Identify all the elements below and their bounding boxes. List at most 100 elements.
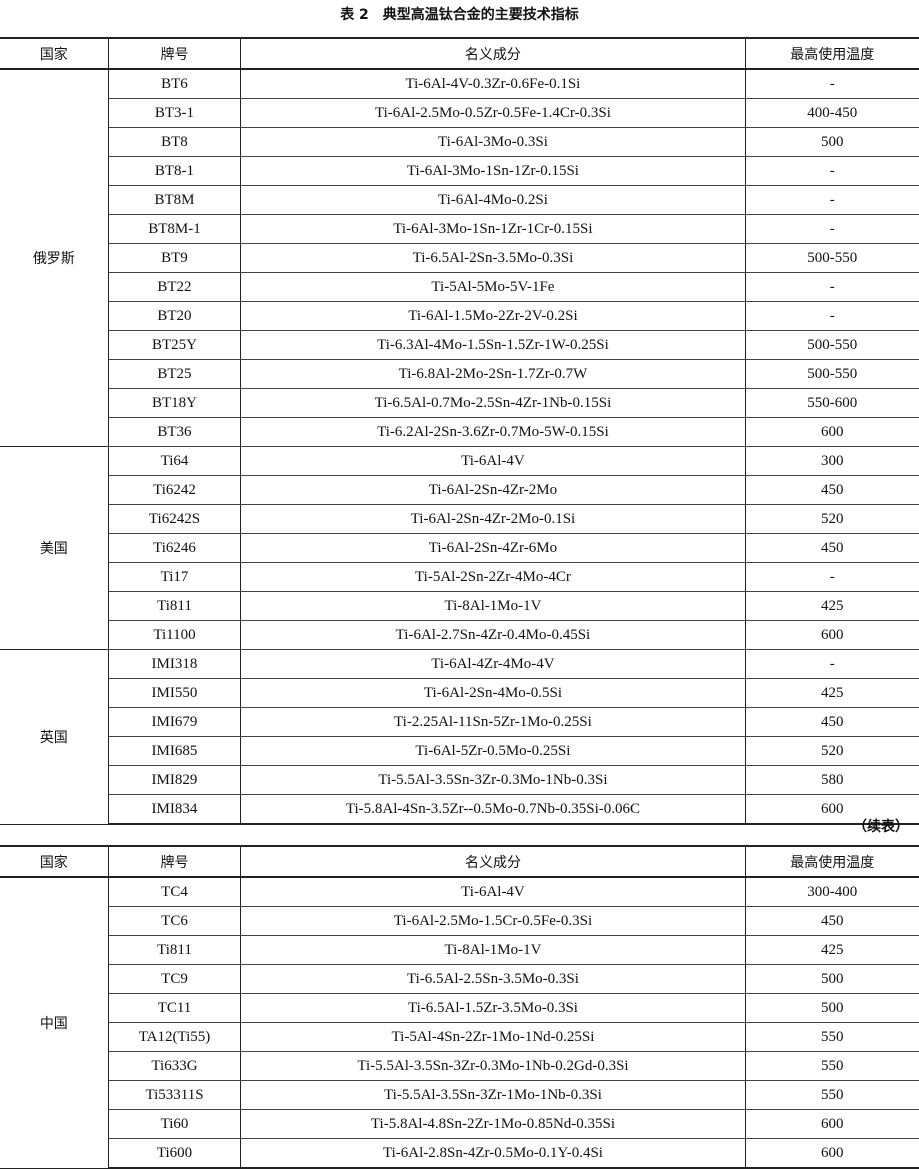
table-row: Ti811 Ti-8Al-1Mo-1V 425 xyxy=(0,591,919,621)
grade-cell: Ti17 xyxy=(108,562,242,592)
composition-cell: Ti-6Al-3Mo-0.3Si xyxy=(240,127,746,157)
header-grade: 牌号 xyxy=(108,846,242,878)
table-row: IMI685 Ti-6Al-5Zr-0.5Mo-0.25Si 520 xyxy=(0,736,919,766)
max-temp-cell: 500 xyxy=(745,993,919,1023)
composition-cell: Ti-6Al-4V xyxy=(240,877,746,907)
table-row: Ti6242 Ti-6Al-2Sn-4Zr-2Mo 450 xyxy=(0,475,919,505)
header-country: 国家 xyxy=(0,38,109,70)
composition-cell: Ti-6Al-3Mo-1Sn-1Zr-1Cr-0.15Si xyxy=(240,214,746,244)
max-temp-cell: 500-550 xyxy=(745,330,919,360)
composition-cell: Ti-5Al-5Mo-5V-1Fe xyxy=(240,272,746,302)
grade-cell: Ti6242 xyxy=(108,475,242,505)
table-row: BT22 Ti-5Al-5Mo-5V-1Fe - xyxy=(0,272,919,302)
composition-cell: Ti-6Al-2.8Sn-4Zr-0.5Mo-0.1Y-0.4Si xyxy=(240,1138,746,1169)
max-temp-cell: 450 xyxy=(745,707,919,737)
table-row: IMI550 Ti-6Al-2Sn-4Mo-0.5Si 425 xyxy=(0,678,919,708)
max-temp-cell: 600 xyxy=(745,1138,919,1169)
table-title: 表 2 典型高温钛合金的主要技术指标 xyxy=(340,7,579,23)
table-row: Ti811 Ti-8Al-1Mo-1V 425 xyxy=(0,935,919,965)
header-max-temp: 最高使用温度 xyxy=(745,38,919,70)
grade-cell: BT9 xyxy=(108,243,242,273)
composition-cell: Ti-6.2Al-2Sn-3.6Zr-0.7Mo-5W-0.15Si xyxy=(240,417,746,447)
max-temp-cell: - xyxy=(745,185,919,215)
grade-cell: IMI318 xyxy=(108,649,242,679)
grade-cell: IMI679 xyxy=(108,707,242,737)
grade-cell: Ti633G xyxy=(108,1051,242,1081)
table-row: BT8-1 Ti-6Al-3Mo-1Sn-1Zr-0.15Si - xyxy=(0,156,919,186)
grade-cell: BT8 xyxy=(108,127,242,157)
composition-cell: Ti-8Al-1Mo-1V xyxy=(240,591,746,621)
composition-cell: Ti-6Al-4V-0.3Zr-0.6Fe-0.1Si xyxy=(240,69,746,99)
max-temp-cell: 500-550 xyxy=(745,243,919,273)
composition-cell: Ti-6.3Al-4Mo-1.5Sn-1.5Zr-1W-0.25Si xyxy=(240,330,746,360)
table-row: 俄罗斯 BT6 Ti-6Al-4V-0.3Zr-0.6Fe-0.1Si - xyxy=(0,69,919,447)
composition-cell: Ti-5.5Al-3.5Sn-3Zr-0.3Mo-1Nb-0.3Si xyxy=(240,765,746,795)
grade-cell: TA12(Ti55) xyxy=(108,1022,242,1052)
max-temp-cell: - xyxy=(745,69,919,99)
grade-cell: Ti6246 xyxy=(108,533,242,563)
max-temp-cell: 450 xyxy=(745,475,919,505)
grade-cell: IMI829 xyxy=(108,765,242,795)
grade-cell: IMI834 xyxy=(108,794,242,825)
table-row: Ti1100 Ti-6Al-2.7Sn-4Zr-0.4Mo-0.45Si 600 xyxy=(0,620,919,650)
composition-cell: Ti-6Al-2.5Mo-0.5Zr-0.5Fe-1.4Cr-0.3Si xyxy=(240,98,746,128)
header-composition: 名义成分 xyxy=(240,38,746,70)
composition-cell: Ti-5.8Al-4Sn-3.5Zr--0.5Mo-0.7Nb-0.35Si-0… xyxy=(240,794,746,825)
table-row: 英国 IMI318 Ti-6Al-4Zr-4Mo-4V - xyxy=(0,649,919,825)
max-temp-cell: 300 xyxy=(745,446,919,476)
grade-cell: IMI550 xyxy=(108,678,242,708)
grade-cell: Ti811 xyxy=(108,935,242,965)
max-temp-cell: 500 xyxy=(745,964,919,994)
composition-cell: Ti-6Al-2.7Sn-4Zr-0.4Mo-0.45Si xyxy=(240,620,746,650)
table-row: TC9 Ti-6.5Al-2.5Sn-3.5Mo-0.3Si 500 xyxy=(0,964,919,994)
grade-cell: BT18Y xyxy=(108,388,242,418)
max-temp-cell: 425 xyxy=(745,591,919,621)
grade-cell: BT8-1 xyxy=(108,156,242,186)
grade-cell: TC4 xyxy=(108,877,242,907)
header-row: 国家 牌号 名义成分 最高使用温度 xyxy=(0,846,919,878)
table-row: Ti60 Ti-5.8Al-4.8Sn-2Zr-1Mo-0.85Nd-0.35Si… xyxy=(0,1109,919,1139)
table-row: Ti633G Ti-5.5Al-3.5Sn-3Zr-0.3Mo-1Nb-0.2Gd… xyxy=(0,1051,919,1081)
composition-cell: Ti-8Al-1Mo-1V xyxy=(240,935,746,965)
table-row: Ti53311S Ti-5.5Al-3.5Sn-3Zr-1Mo-1Nb-0.3Si… xyxy=(0,1080,919,1110)
composition-cell: Ti-6Al-2Sn-4Mo-0.5Si xyxy=(240,678,746,708)
max-temp-cell: - xyxy=(745,562,919,592)
composition-cell: Ti-6Al-2Sn-4Zr-2Mo xyxy=(240,475,746,505)
table-row: IMI829 Ti-5.5Al-3.5Sn-3Zr-0.3Mo-1Nb-0.3Si… xyxy=(0,765,919,795)
composition-cell: Ti-6Al-5Zr-0.5Mo-0.25Si xyxy=(240,736,746,766)
max-temp-cell: - xyxy=(745,156,919,186)
composition-cell: Ti-5.5Al-3.5Sn-3Zr-0.3Mo-1Nb-0.2Gd-0.3Si xyxy=(240,1051,746,1081)
max-temp-cell: 550-600 xyxy=(745,388,919,418)
table-row: 中国 TC4 Ti-6Al-4V 300-400 xyxy=(0,877,919,1169)
table-row: Ti17 Ti-5Al-2Sn-2Zr-4Mo-4Cr - xyxy=(0,562,919,592)
composition-cell: Ti-2.25Al-11Sn-5Zr-1Mo-0.25Si xyxy=(240,707,746,737)
grade-cell: Ti60 xyxy=(108,1109,242,1139)
composition-cell: Ti-6Al-2Sn-4Zr-2Mo-0.1Si xyxy=(240,504,746,534)
composition-cell: Ti-6Al-1.5Mo-2Zr-2V-0.2Si xyxy=(240,301,746,331)
grade-cell: BT36 xyxy=(108,417,242,447)
table-row: BT25 Ti-6.8Al-2Mo-2Sn-1.7Zr-0.7W 500-550 xyxy=(0,359,919,389)
composition-cell: Ti-6.5Al-2.5Sn-3.5Mo-0.3Si xyxy=(240,964,746,994)
table-row: TC6 Ti-6Al-2.5Mo-1.5Cr-0.5Fe-0.3Si 450 xyxy=(0,906,919,936)
max-temp-cell: 300-400 xyxy=(745,877,919,907)
table-row: BT3-1 Ti-6Al-2.5Mo-0.5Zr-0.5Fe-1.4Cr-0.3S… xyxy=(0,98,919,128)
composition-cell: Ti-5Al-4Sn-2Zr-1Mo-1Nd-0.25Si xyxy=(240,1022,746,1052)
grade-cell: BT25 xyxy=(108,359,242,389)
max-temp-cell: 450 xyxy=(745,533,919,563)
composition-cell: Ti-6Al-3Mo-1Sn-1Zr-0.15Si xyxy=(240,156,746,186)
max-temp-cell: - xyxy=(745,649,919,679)
max-temp-cell: 550 xyxy=(745,1051,919,1081)
grade-cell: TC9 xyxy=(108,964,242,994)
composition-cell: Ti-6.5Al-2Sn-3.5Mo-0.3Si xyxy=(240,243,746,273)
max-temp-cell: 550 xyxy=(745,1080,919,1110)
max-temp-cell: 580 xyxy=(745,765,919,795)
composition-cell: Ti-5Al-2Sn-2Zr-4Mo-4Cr xyxy=(240,562,746,592)
header-max-temp: 最高使用温度 xyxy=(745,846,919,878)
grade-cell: Ti1100 xyxy=(108,620,242,650)
table-row: Ti6246 Ti-6Al-2Sn-4Zr-6Mo 450 xyxy=(0,533,919,563)
max-temp-cell: 400-450 xyxy=(745,98,919,128)
max-temp-cell: 600 xyxy=(745,1109,919,1139)
grade-cell: BT8M-1 xyxy=(108,214,242,244)
country-cell: 中国 xyxy=(0,877,109,1169)
header-composition: 名义成分 xyxy=(240,846,746,878)
